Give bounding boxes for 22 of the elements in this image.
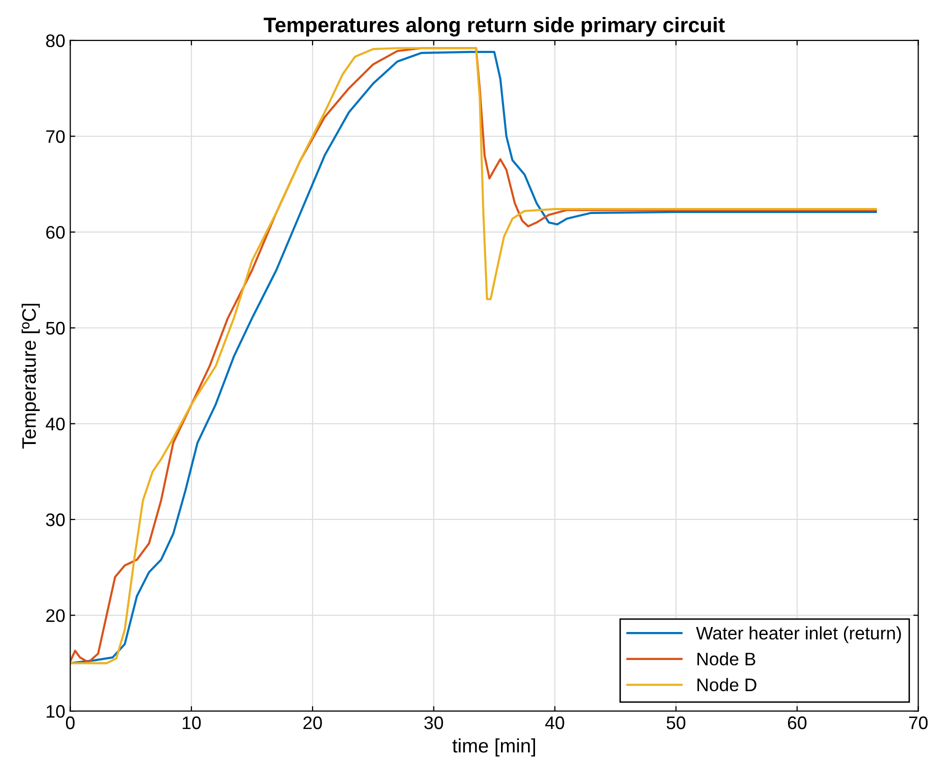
y-tick-label: 10 — [46, 705, 65, 718]
y-tick-label: 20 — [46, 609, 65, 622]
legend-label: Node B — [697, 652, 756, 666]
y-tick-label: 60 — [46, 226, 65, 239]
y-tick-label: 40 — [46, 418, 65, 430]
chart-title: Temperatures along return side primary circuit — [264, 17, 725, 37]
legend-label: Node D — [697, 678, 756, 692]
y-tick-label: 50 — [46, 322, 65, 335]
y-tick-label: 70 — [46, 130, 65, 143]
y-axis-title: Temperature [ºC] — [22, 304, 40, 449]
x-tick-label: 0 — [66, 716, 75, 730]
x-tick-label: 50 — [666, 716, 686, 730]
x-tick-label: 60 — [788, 716, 806, 730]
x-tick-label: 30 — [424, 716, 444, 730]
y-tick-label: 80 — [46, 34, 65, 48]
x-tick-label: 10 — [182, 716, 201, 730]
x-tick-label: 20 — [303, 716, 322, 730]
y-tick-label: 30 — [46, 513, 65, 526]
x-tick-label: 70 — [909, 716, 928, 730]
legend-label: Water heater inlet (return) — [696, 626, 901, 644]
x-axis-title: time [min] — [452, 738, 536, 756]
x-tick-label: 40 — [545, 716, 564, 730]
